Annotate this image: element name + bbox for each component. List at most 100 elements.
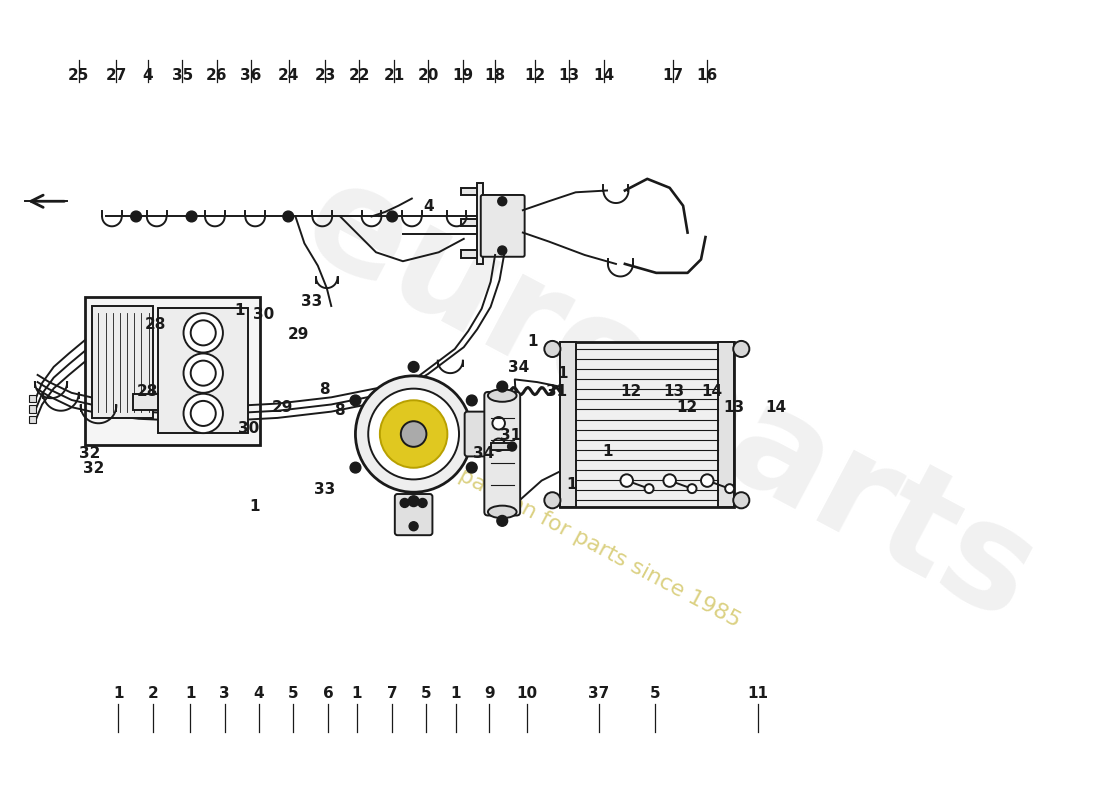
Circle shape — [283, 211, 294, 222]
Text: 12: 12 — [524, 69, 546, 83]
Text: 13: 13 — [663, 383, 684, 398]
Text: 34: 34 — [473, 446, 494, 462]
Text: 31: 31 — [499, 428, 521, 443]
Circle shape — [387, 211, 397, 222]
Text: 19: 19 — [452, 69, 473, 83]
Text: 32: 32 — [82, 461, 104, 475]
Bar — [29, 416, 36, 423]
Circle shape — [497, 381, 507, 392]
Text: 21: 21 — [383, 69, 405, 83]
Circle shape — [190, 401, 216, 426]
Text: 35: 35 — [172, 69, 192, 83]
Text: 1: 1 — [557, 366, 568, 381]
Text: 1: 1 — [451, 686, 461, 701]
FancyBboxPatch shape — [395, 494, 432, 535]
Circle shape — [725, 484, 734, 493]
Circle shape — [701, 474, 714, 487]
Bar — [461, 188, 477, 195]
Text: 33: 33 — [301, 294, 322, 309]
Circle shape — [663, 474, 675, 487]
Circle shape — [409, 522, 418, 530]
Circle shape — [190, 320, 216, 346]
Ellipse shape — [488, 390, 517, 402]
Text: 18: 18 — [485, 69, 506, 83]
Text: 24: 24 — [278, 69, 299, 83]
Bar — [461, 219, 477, 226]
Text: 1: 1 — [234, 303, 245, 318]
Bar — [461, 250, 477, 258]
Text: 12: 12 — [620, 383, 641, 398]
Text: 14: 14 — [701, 383, 723, 398]
Text: 28: 28 — [138, 383, 158, 398]
Text: 37: 37 — [588, 686, 609, 701]
Circle shape — [408, 496, 419, 506]
Bar — [29, 394, 36, 402]
Text: 1: 1 — [185, 686, 196, 701]
Text: 13: 13 — [723, 400, 745, 414]
Circle shape — [408, 362, 419, 372]
Circle shape — [190, 361, 216, 386]
Text: 14: 14 — [766, 400, 786, 414]
Circle shape — [350, 462, 361, 473]
Text: 5: 5 — [421, 686, 431, 701]
Text: 1: 1 — [113, 686, 123, 701]
Text: 32: 32 — [79, 446, 100, 462]
Text: 3: 3 — [219, 686, 230, 701]
Bar — [158, 308, 248, 433]
Text: 5: 5 — [288, 686, 299, 701]
Circle shape — [466, 395, 477, 406]
Text: 2: 2 — [147, 686, 158, 701]
Text: 4: 4 — [424, 199, 433, 214]
Text: 4: 4 — [254, 686, 264, 701]
Circle shape — [184, 354, 223, 393]
Text: a passion for parts since 1985: a passion for parts since 1985 — [438, 455, 745, 631]
Circle shape — [368, 389, 459, 479]
Circle shape — [734, 492, 749, 508]
Text: 4: 4 — [142, 69, 153, 83]
Text: 36: 36 — [241, 69, 262, 83]
Text: 16: 16 — [696, 69, 717, 83]
Text: 9: 9 — [484, 686, 495, 701]
Bar — [92, 306, 153, 418]
Text: 14: 14 — [593, 69, 614, 83]
Text: 1: 1 — [351, 686, 362, 701]
Text: 1: 1 — [565, 477, 576, 492]
Text: 22: 22 — [349, 69, 371, 83]
Text: 31: 31 — [546, 384, 566, 399]
Circle shape — [544, 492, 560, 508]
Text: 20: 20 — [418, 69, 439, 83]
Text: 25: 25 — [68, 69, 89, 83]
Text: 28: 28 — [145, 318, 166, 332]
Text: 26: 26 — [206, 69, 228, 83]
Circle shape — [645, 484, 653, 493]
Circle shape — [184, 394, 223, 433]
Text: 1: 1 — [249, 498, 260, 514]
Circle shape — [498, 246, 507, 255]
Bar — [560, 342, 734, 507]
Text: 33: 33 — [315, 482, 336, 497]
Text: 29: 29 — [272, 400, 293, 414]
Text: 30: 30 — [253, 306, 275, 322]
Text: 1: 1 — [603, 444, 613, 459]
Text: 30: 30 — [239, 421, 260, 436]
Circle shape — [418, 498, 427, 507]
Text: 10: 10 — [516, 686, 538, 701]
Bar — [560, 342, 575, 507]
Circle shape — [355, 376, 472, 492]
Text: 6: 6 — [322, 686, 333, 701]
Bar — [477, 183, 483, 264]
Text: 1: 1 — [527, 334, 538, 350]
Text: 11: 11 — [748, 686, 769, 701]
Circle shape — [350, 395, 361, 406]
Bar — [85, 297, 260, 445]
Circle shape — [493, 417, 505, 430]
Text: 34: 34 — [508, 360, 529, 375]
Circle shape — [498, 197, 507, 206]
Text: 23: 23 — [315, 69, 336, 83]
Circle shape — [620, 474, 632, 487]
Text: 5: 5 — [650, 686, 660, 701]
Circle shape — [493, 438, 505, 451]
Circle shape — [400, 498, 409, 507]
Text: 7: 7 — [386, 686, 397, 701]
Circle shape — [131, 211, 142, 222]
